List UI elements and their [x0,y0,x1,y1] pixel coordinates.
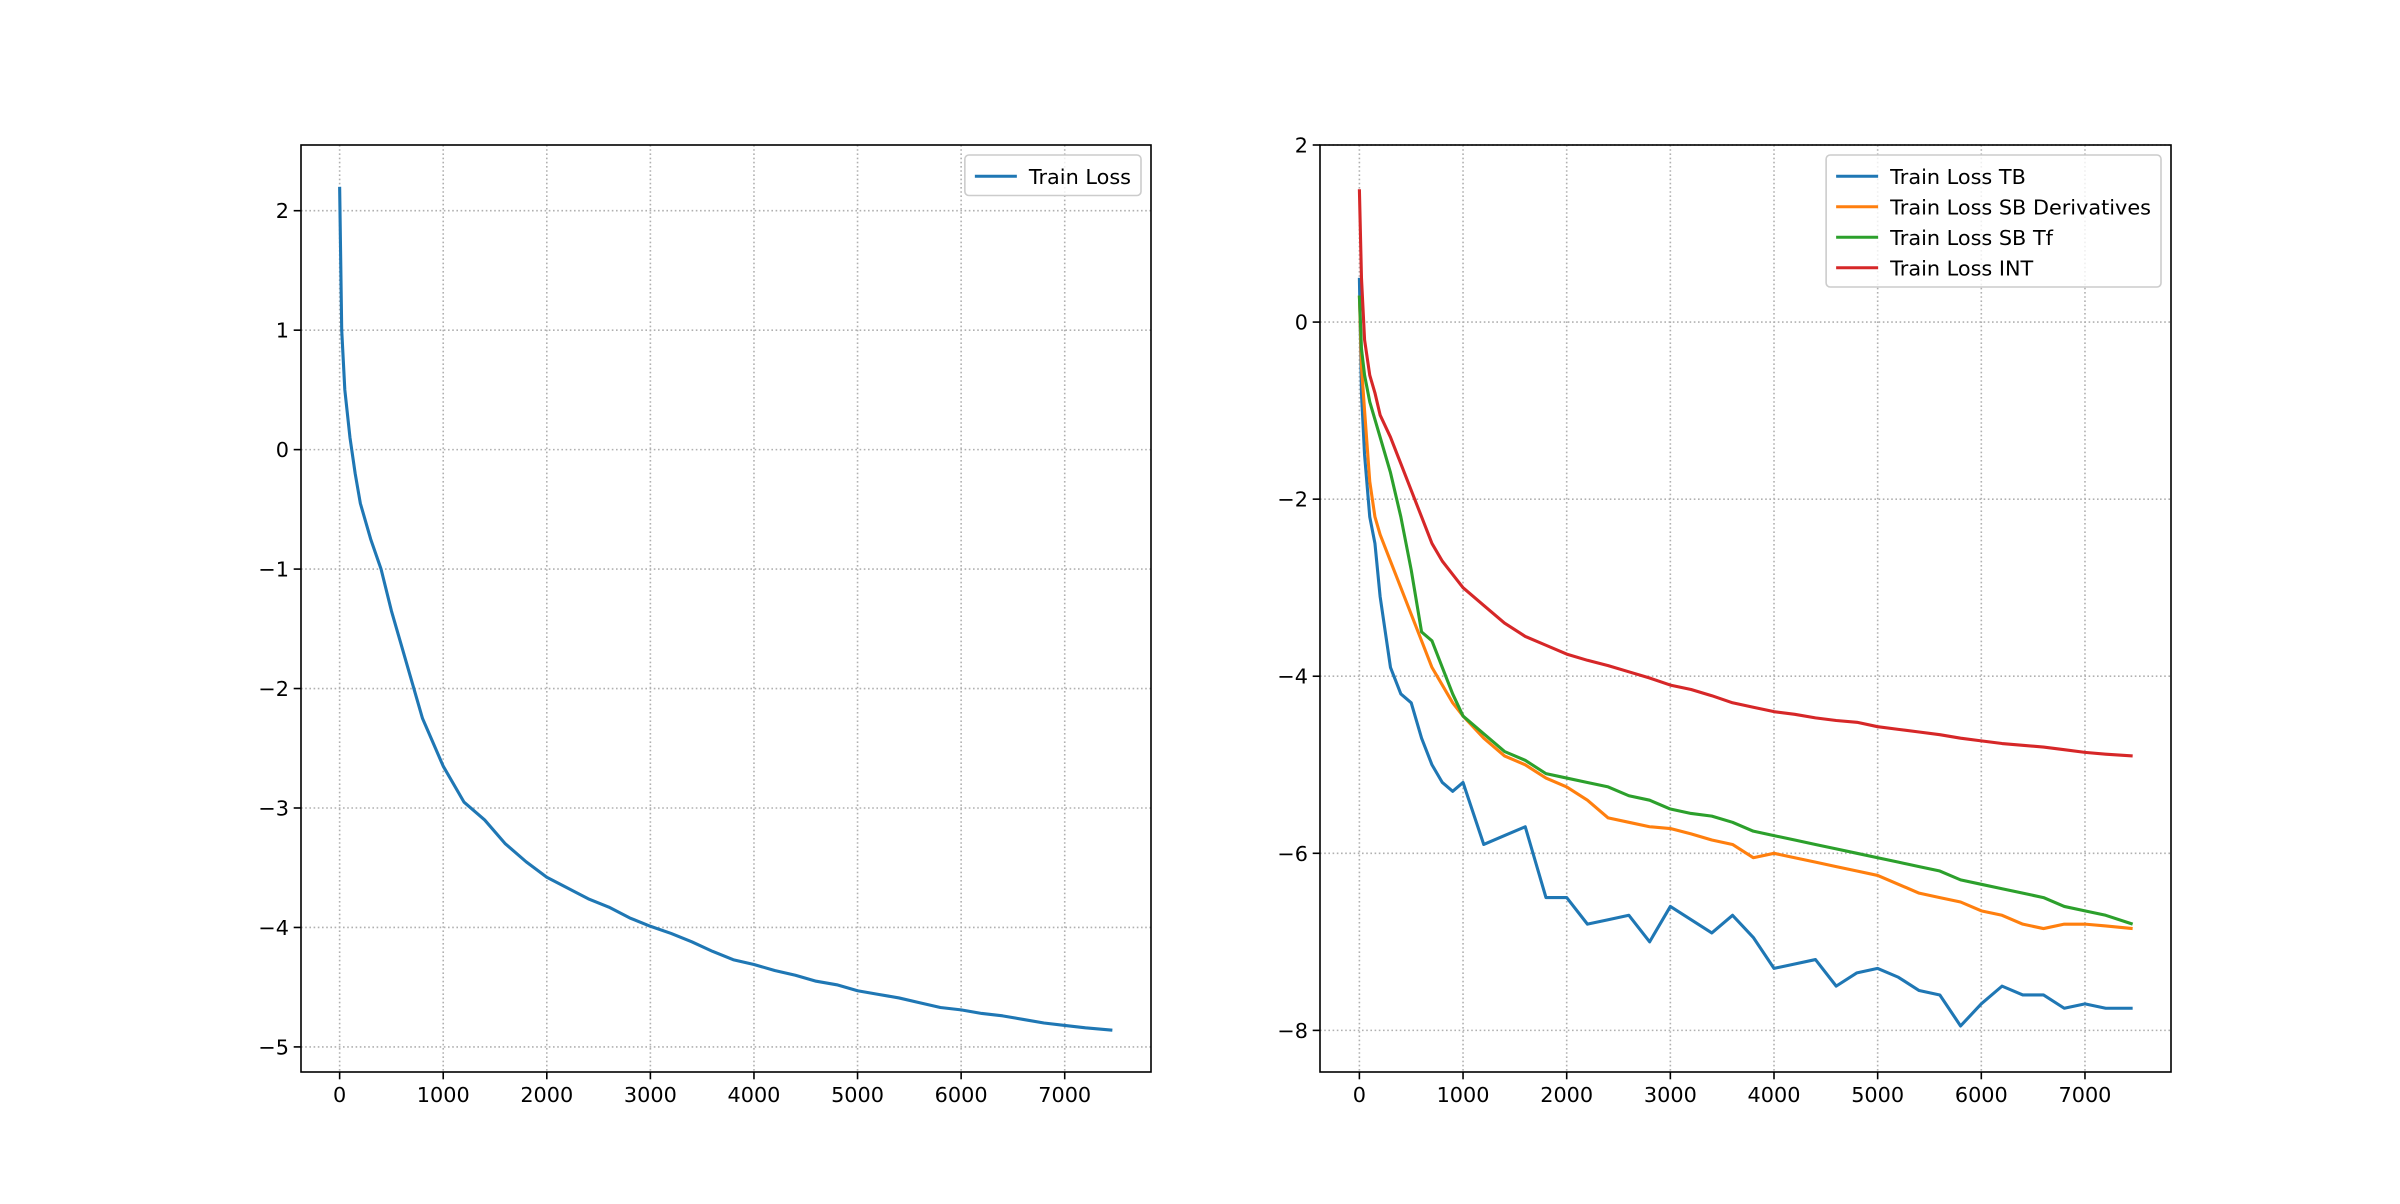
x-tick-label: 6000 [1955,1083,2008,1107]
y-tick-label: 0 [276,438,289,462]
x-tick-label: 0 [333,1083,346,1107]
x-tick-label: 1000 [1437,1083,1490,1107]
y-tick-label: −4 [1277,665,1308,689]
y-tick-label: −2 [1277,488,1308,512]
axes-frame [1319,144,2172,1073]
y-tick-label: −8 [1277,1019,1308,1043]
x-tick-label: 5000 [1851,1083,1904,1107]
y-tick-label: −5 [258,1035,289,1059]
x-tick-label: 6000 [935,1083,988,1107]
legend-label: Train Loss [1028,165,1131,189]
x-tick-label: 1000 [417,1083,470,1107]
x-tick-label: 4000 [727,1083,780,1107]
legend-label: Train Loss SB Tf [1889,226,2054,250]
legend-box [964,154,1142,197]
legend-label: Train Loss SB Derivatives [1889,195,2151,219]
line-series [1357,189,2133,758]
x-tick-label: 0 [1353,1083,1366,1107]
y-tick-label: 2 [1295,134,1308,158]
x-tick-label: 3000 [1644,1083,1697,1107]
legend: Train Loss TB Train Loss SB Derivatives Tr… [1825,154,2162,288]
x-tick-label: 7000 [2058,1083,2111,1107]
legend-label: Train Loss INT [1889,256,2033,280]
line-series [1357,295,2134,926]
x-tick-label: 2000 [1540,1083,1593,1107]
x-tick-label: 3000 [624,1083,677,1107]
y-tick-label: −3 [258,796,289,820]
y-tick-label: 2 [276,199,289,223]
line-series [1357,295,2133,931]
legend-box [1825,154,2162,288]
y-tick-label: −4 [258,916,289,940]
y-tick-label: 0 [1295,311,1308,335]
x-tick-label: 4000 [1748,1083,1801,1107]
x-tick-label: 2000 [520,1083,573,1107]
x-tick-label: 7000 [1038,1083,1091,1107]
y-tick-label: −6 [1277,842,1308,866]
legend: Train Loss [964,154,1142,197]
y-tick-label: −2 [258,677,289,701]
line-series [1357,277,2133,1028]
y-tick-label: −1 [258,558,289,582]
axes-frame [300,144,1152,1073]
legend-label: Train Loss TB [1889,165,2026,189]
line-series [338,186,1113,1032]
x-tick-label: 5000 [831,1083,884,1107]
y-tick-label: 1 [276,319,289,343]
